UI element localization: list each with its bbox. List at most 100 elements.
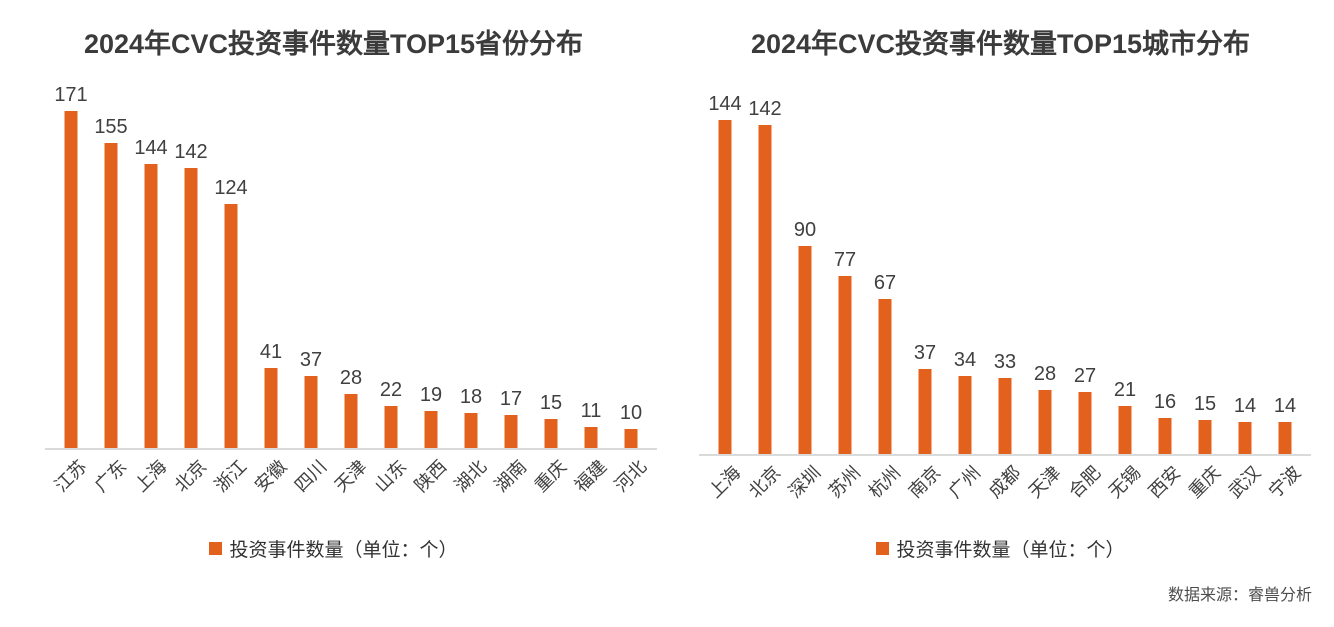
bar (1278, 422, 1292, 455)
bar (64, 111, 78, 449)
bar (144, 164, 158, 449)
bar (918, 369, 932, 455)
bar-group: 19 (411, 111, 451, 449)
bar-group: 77 (825, 120, 865, 455)
bar-value-label: 27 (1073, 365, 1097, 387)
bar (584, 427, 598, 449)
bar-group: 10 (611, 111, 651, 449)
bar (224, 204, 238, 449)
bar (344, 394, 358, 449)
bar-group: 33 (985, 120, 1025, 455)
category-cell: 重庆 (531, 452, 571, 516)
bar-value-label: 41 (259, 341, 283, 363)
category-label: 上海 (130, 456, 171, 496)
bar-value-label: 33 (993, 351, 1017, 373)
bar (104, 143, 118, 449)
category-cell: 北京 (171, 452, 211, 516)
bar-group: 124 (211, 111, 251, 449)
province-chart-legend: 投资事件数量（单位：个） (0, 535, 667, 562)
bar (878, 299, 892, 455)
bar (464, 413, 478, 449)
category-label: 成都 (984, 462, 1025, 502)
bar-group: 22 (371, 111, 411, 449)
category-label: 福建 (570, 456, 611, 496)
category-cell: 广东 (91, 452, 131, 516)
category-label: 广东 (90, 456, 131, 496)
province-chart-panel: 2024年CVC投资事件数量TOP15省份分布 171 155 144 142 124 4… (0, 29, 667, 562)
bar (958, 376, 972, 455)
bar-value-label: 17 (499, 388, 523, 410)
bar-group: 171 (51, 85, 91, 449)
bar-group: 37 (291, 111, 331, 449)
category-cell: 北京 (745, 458, 785, 522)
category-label: 重庆 (530, 456, 571, 496)
category-cell: 杭州 (865, 458, 905, 522)
bar-group: 67 (865, 120, 905, 455)
category-label: 武汉 (1224, 462, 1265, 502)
category-label: 北京 (744, 462, 785, 502)
bar-value-label: 10 (619, 402, 643, 424)
bar-group: 18 (451, 111, 491, 449)
category-label: 河北 (610, 456, 651, 496)
category-cell: 湖南 (491, 452, 531, 516)
category-cell: 浙江 (211, 452, 251, 516)
category-cell: 天津 (331, 452, 371, 516)
bar-group: 14 (1225, 120, 1265, 455)
bar (1158, 418, 1172, 455)
bar-value-label: 144 (708, 93, 742, 115)
category-cell: 重庆 (1185, 458, 1225, 522)
category-cell: 河北 (611, 452, 651, 516)
bar-value-label: 37 (913, 342, 937, 364)
bar-group: 27 (1065, 120, 1105, 455)
bar-value-label: 21 (1113, 379, 1137, 401)
category-label: 上海 (704, 462, 745, 502)
bar-value-label: 11 (580, 400, 602, 422)
category-cell: 江苏 (51, 452, 91, 516)
bar (504, 415, 518, 449)
city-chart-category-axis: 上海 北京 深圳 苏州 杭州 南京 广州 成都 天津 合肥 无锡 西安 重庆 武汉 宁波 (705, 458, 1305, 522)
category-label: 杭州 (864, 462, 905, 502)
bar-value-label: 142 (748, 98, 782, 120)
bar-group: 17 (491, 111, 531, 449)
bar (758, 125, 772, 455)
city-chart-title: 2024年CVC投资事件数量TOP15城市分布 (750, 29, 1251, 59)
bar (1118, 406, 1132, 455)
bar-value-label: 77 (833, 249, 857, 271)
bar-value-label: 28 (339, 367, 363, 389)
category-label: 无锡 (1104, 462, 1145, 502)
province-chart-title: 2024年CVC投资事件数量TOP15省份分布 (83, 29, 584, 59)
category-cell: 山东 (371, 452, 411, 516)
province-chart-x-axis (45, 448, 657, 450)
category-label: 北京 (170, 456, 211, 496)
bar (184, 168, 198, 449)
province-legend-label: 投资事件数量（单位：个） (229, 540, 458, 561)
bar-value-label: 14 (1273, 395, 1297, 417)
city-chart-x-axis (699, 454, 1311, 456)
bar-value-label: 19 (419, 384, 443, 406)
bar-value-label: 171 (54, 84, 88, 106)
category-label: 四川 (290, 456, 331, 496)
bar-value-label: 15 (539, 392, 563, 414)
category-label: 安徽 (250, 456, 291, 496)
bar-group: 11 (571, 111, 611, 449)
category-cell: 西安 (1145, 458, 1185, 522)
category-cell: 宁波 (1265, 458, 1305, 522)
legend-swatch-icon (209, 542, 223, 555)
category-label: 江苏 (50, 456, 91, 496)
category-label: 天津 (1024, 462, 1065, 502)
category-cell: 安徽 (251, 452, 291, 516)
bar (998, 378, 1012, 455)
bar (1198, 420, 1212, 455)
bar-value-label: 37 (299, 349, 323, 371)
bar-value-label: 142 (174, 141, 208, 163)
bar (384, 406, 398, 449)
category-label: 浙江 (210, 456, 251, 496)
bar-value-label: 18 (459, 386, 483, 408)
category-label: 湖南 (490, 456, 531, 496)
bar-value-label: 28 (1033, 363, 1057, 385)
bar-value-label: 144 (134, 137, 168, 159)
bar-group: 144 (131, 111, 171, 449)
bar-value-label: 34 (953, 349, 977, 371)
category-cell: 成都 (985, 458, 1025, 522)
